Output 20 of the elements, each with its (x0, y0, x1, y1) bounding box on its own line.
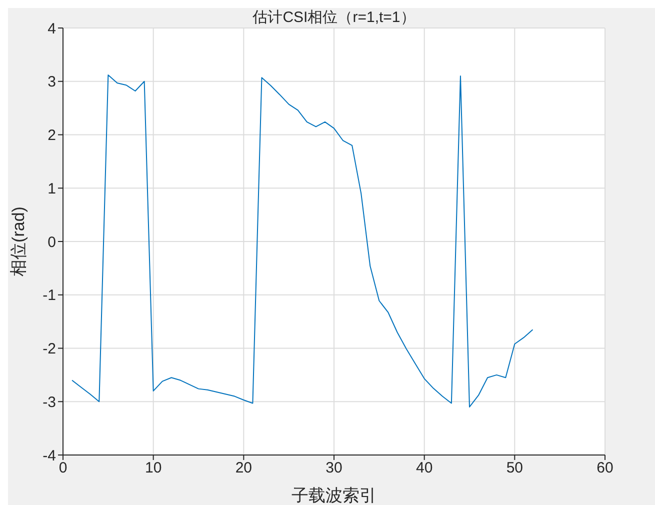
x-tick-label: 40 (416, 460, 433, 477)
y-tick-label: 3 (48, 74, 56, 91)
x-tick-label: 30 (326, 460, 342, 477)
x-tick-label: 50 (506, 460, 524, 477)
y-tick-label: 4 (48, 20, 56, 38)
x-tick-label: 0 (58, 460, 68, 477)
y-tick-label: -1 (42, 287, 56, 304)
x-axis-title: 子载波索引 (292, 486, 376, 505)
y-tick-label: -3 (42, 394, 56, 411)
x-tick-label: 60 (596, 460, 614, 477)
y-tick-label: 1 (48, 180, 56, 198)
y-tick-label: 0 (48, 234, 56, 251)
y-axis-title: 相位(rad) (9, 206, 28, 276)
x-tick-label: 20 (235, 460, 252, 477)
chart-title: 估计CSI相位（r=1,t=1） (252, 8, 416, 27)
y-tick-label: -4 (42, 447, 56, 464)
line-series (72, 74, 534, 408)
y-tick-label: -2 (42, 340, 56, 358)
x-tick-label: 10 (144, 460, 162, 477)
y-tick-label: 2 (48, 127, 56, 144)
